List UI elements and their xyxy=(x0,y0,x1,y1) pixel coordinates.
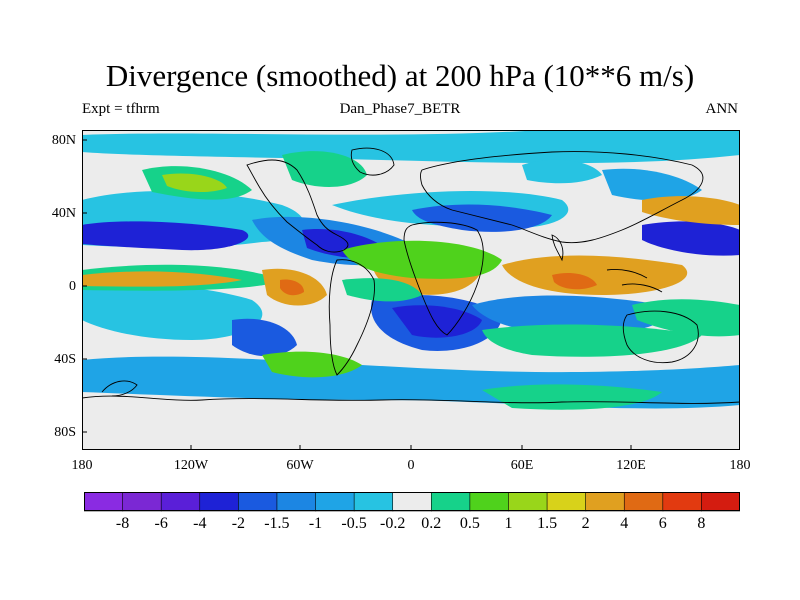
colorbar-tick-label: 4 xyxy=(620,515,629,532)
coastline-india xyxy=(551,234,564,262)
colorbar-swatch xyxy=(430,492,471,512)
deep-blue-core-south-atlantic xyxy=(392,305,482,338)
season-label: ANN xyxy=(705,101,739,117)
colorbar-swatch xyxy=(701,492,740,512)
colorbar-tick-label: 8 xyxy=(697,515,706,532)
coastline-eurasia xyxy=(420,151,704,244)
colorbar-swatch xyxy=(315,492,355,512)
coastlines xyxy=(82,147,740,404)
lat-label-equator: 0 xyxy=(69,279,76,294)
colorbar-swatch xyxy=(199,492,239,512)
coastline-south-america xyxy=(328,259,375,376)
red-core-maritime-continent xyxy=(552,273,597,290)
colorbar-tick-label: 0.5 xyxy=(459,515,480,532)
lon-label-60w: 60W xyxy=(286,458,314,473)
colorbar-tick-label: 0.2 xyxy=(421,515,442,532)
lat-label-40n: 40N xyxy=(51,206,76,221)
colorbar-tick-label: -4 xyxy=(193,515,207,532)
divergence-map xyxy=(82,130,740,450)
lon-label-120w: 120W xyxy=(173,458,209,473)
colorbar-swatch xyxy=(469,492,510,512)
blue-patch-south-pacific xyxy=(232,318,297,357)
colorbar-swatch xyxy=(276,492,317,512)
colorbar-swatch xyxy=(392,492,432,512)
colorbar-swatch xyxy=(546,492,587,512)
lat-label-80s: 80S xyxy=(54,425,76,440)
coastline-north-america xyxy=(246,159,349,253)
green-patch-southern-ocean xyxy=(482,384,662,410)
colorbar-tick-label: -0.2 xyxy=(380,515,406,532)
colorbar-tick-label: 1.5 xyxy=(537,515,558,532)
colorbar-tick-label: -2 xyxy=(231,515,246,532)
coastline-antarctic-peninsula xyxy=(101,380,138,397)
colorbar-swatch xyxy=(160,492,201,512)
coastline-greenland xyxy=(350,147,395,176)
colorbar-tick-label: -6 xyxy=(154,515,168,532)
colorbar xyxy=(84,492,740,512)
coastline-antarctica xyxy=(82,395,740,404)
case-name-label: Dan_Phase7_BETR xyxy=(339,101,461,117)
colorbar-swatch xyxy=(623,492,664,512)
cyan-patch-central-asia xyxy=(522,159,602,184)
colorbar-tick-label: 1 xyxy=(504,515,513,532)
yellow-band-east-asia xyxy=(642,196,740,225)
cyan-patch-japan xyxy=(602,168,702,201)
colorbar-tick-label: -1.5 xyxy=(264,515,290,532)
experiment-label: Expt = tfhrm xyxy=(82,101,160,117)
green-band-south-america xyxy=(262,351,362,378)
cyan-band-southern-pacific xyxy=(82,284,263,340)
map-ticks xyxy=(82,139,632,450)
lat-label-40s: 40S xyxy=(54,352,76,367)
blue-patch-west-pacific xyxy=(642,221,740,256)
green-band-equatorial-africa xyxy=(342,240,502,279)
blue-band-indian-ocean xyxy=(472,295,668,335)
coastline-australia xyxy=(622,310,699,364)
colorbar-swatch xyxy=(508,492,548,512)
colorbar-tick-label: 2 xyxy=(581,515,590,532)
colorbar-swatch xyxy=(84,492,124,512)
positive-divergence-regions xyxy=(82,151,740,410)
yellow-patch-north-pacific xyxy=(162,173,227,193)
plot-title: Divergence (smoothed) at 200 hPa (10**6 … xyxy=(105,58,695,93)
green-patch-north-america xyxy=(282,151,367,187)
coastline-africa xyxy=(403,221,484,336)
lon-label-180e: 180 xyxy=(729,458,751,473)
coastline-maritime-continent xyxy=(606,269,663,293)
colorbar-swatch xyxy=(238,492,278,512)
orange-band-itcz-pacific xyxy=(82,271,242,287)
red-core-amazon xyxy=(280,279,304,296)
colorbar-swatch xyxy=(353,492,394,512)
colorbar-swatch xyxy=(662,492,703,512)
blue-zone-middle-east xyxy=(412,204,552,232)
green-band-subtropical-indian xyxy=(482,324,702,357)
green-band-north-atlantic xyxy=(342,278,422,302)
lon-label-120e: 120E xyxy=(616,458,646,473)
cyan-band-arctic xyxy=(82,130,740,164)
lon-label-180w: 180 xyxy=(71,458,93,473)
colorbar-tick-label: -8 xyxy=(115,515,130,532)
colorbar-tick-label: -1 xyxy=(308,515,323,532)
colorbar-swatch xyxy=(585,492,625,512)
colorbar-tick-label: -0.5 xyxy=(341,515,367,532)
negative-divergence-regions xyxy=(82,130,740,409)
colorbar-tick-label: 6 xyxy=(658,515,667,532)
lon-label-60e: 60E xyxy=(510,458,534,473)
lat-label-80n: 80N xyxy=(51,133,76,148)
colorbar-swatch xyxy=(122,492,162,512)
blue-core-central-pacific xyxy=(82,221,249,251)
lon-label-0: 0 xyxy=(407,458,415,473)
orange-band-indian-ocean xyxy=(502,255,688,295)
